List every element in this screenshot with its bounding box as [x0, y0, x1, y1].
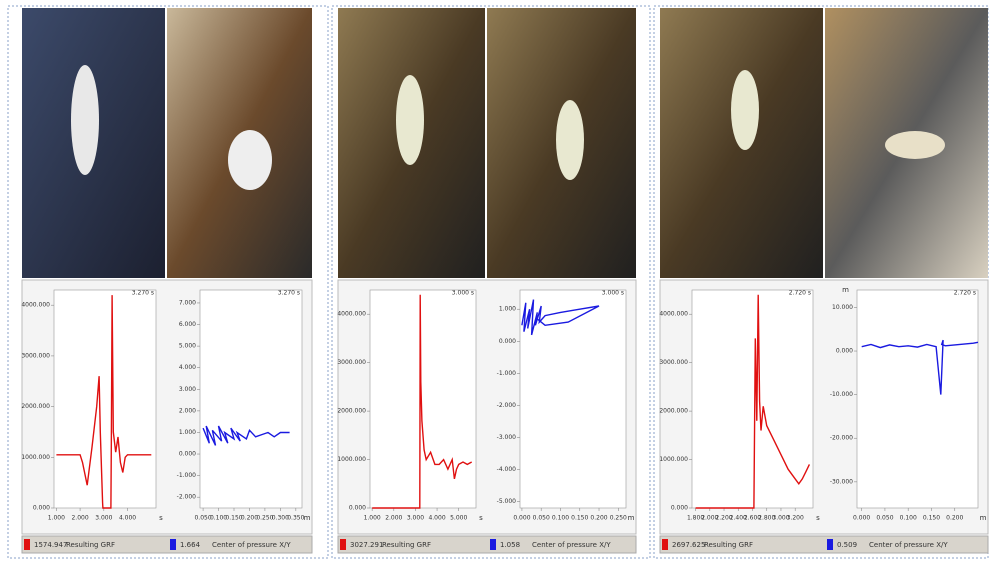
y-tick-label: -30.000 [830, 478, 853, 485]
x-tick-label: 2.000 [385, 515, 402, 522]
plot-area [692, 290, 813, 508]
legend-value: 1.664 [180, 541, 201, 549]
y-tick-label: -2.000 [497, 402, 517, 409]
y-tick-label: 7.000 [179, 299, 196, 306]
legend-value: 2697.625 [672, 541, 705, 549]
time-readout: 3.270 s [278, 290, 300, 297]
x-tick-label: 0.000 [513, 515, 530, 522]
x-tick-label: 0.350 [287, 515, 304, 522]
time-readout: 2.720 s [954, 290, 976, 297]
legend-swatch [490, 539, 496, 550]
x-unit: m [628, 514, 635, 522]
plot-area [857, 290, 978, 508]
y-tick-label: -2.000 [177, 494, 197, 501]
x-tick-label: 4.000 [428, 515, 445, 522]
legend-label: Resulting GRF [66, 541, 115, 549]
x-tick-label: 0.250 [610, 515, 627, 522]
x-unit: m [980, 514, 987, 522]
y-tick-label: 1000.000 [659, 456, 688, 463]
x-unit: s [479, 514, 483, 522]
x-tick-label: 3.000 [407, 515, 424, 522]
legend-label: Center of pressure X/Y [532, 541, 611, 549]
page: {"chart_data": [ {"type": "line", "reado… [0, 0, 992, 561]
y-tick-label: 2000.000 [337, 408, 366, 415]
y-tick-label: -5.000 [497, 498, 517, 505]
x-tick-label: 0.050 [876, 515, 893, 522]
x-tick-label: 0.200 [590, 515, 607, 522]
y-tick-label: 1000.000 [21, 454, 50, 461]
y-tick-label: 4.000 [179, 364, 196, 371]
y-tick-label: 3.000 [179, 386, 196, 393]
time-readout: 3.270 s [132, 290, 154, 297]
plot-area [370, 290, 476, 508]
legend-swatch [662, 539, 668, 550]
y-tick-label: 3000.000 [337, 359, 366, 366]
legend-value: 1.058 [500, 541, 520, 549]
legend-swatch [24, 539, 30, 550]
y-tick-label: -10.000 [830, 391, 853, 398]
y-tick-label: -20.000 [830, 435, 853, 442]
y-tick-label: 4000.000 [659, 311, 688, 318]
y-tick-label: 4000.000 [21, 302, 50, 309]
figure: 0.000 1000.000 2000.000 3000.000 4000.000 1.0… [0, 0, 992, 561]
y-tick-label: 0.000 [499, 338, 516, 345]
y-tick-label: 2000.000 [659, 408, 688, 415]
y-tick-label: 1000.000 [337, 456, 366, 463]
x-tick-label: 3.000 [95, 515, 112, 522]
x-tick-label: 4.000 [119, 515, 136, 522]
y-tick-label: 0.000 [179, 451, 196, 458]
y-tick-label: 0.000 [33, 505, 50, 512]
x-tick-label: 0.200 [946, 515, 963, 522]
plot-area [200, 290, 302, 508]
x-unit: s [159, 514, 163, 522]
time-readout: 3.000 s [452, 290, 474, 297]
legend-label: Center of pressure X/Y [869, 541, 948, 549]
x-tick-label: 5.000 [450, 515, 467, 522]
legend-swatch [340, 539, 346, 550]
legend-label: Resulting GRF [704, 541, 753, 549]
x-unit: s [816, 514, 820, 522]
y-tick-label: 0.000 [349, 505, 366, 512]
x-tick-label: 3.200 [787, 515, 804, 522]
x-tick-label: 1.000 [48, 515, 65, 522]
y-tick-label: -1.000 [177, 472, 197, 479]
y-tick-label: -1.000 [497, 370, 517, 377]
y-tick-label: 3000.000 [21, 352, 50, 359]
legend-label: Center of pressure X/Y [212, 541, 291, 549]
y-tick-label: 4000.000 [337, 311, 366, 318]
legend-value: 1574.947 [34, 541, 67, 549]
time-readout: 2.720 s [789, 290, 811, 297]
y-tick-label: 10.000 [832, 304, 853, 311]
time-readout: 3.000 s [602, 290, 624, 297]
legend-value: 0.509 [837, 541, 857, 549]
y-tick-label: 2000.000 [21, 403, 50, 410]
x-unit: m [304, 514, 311, 522]
x-tick-label: 0.000 [853, 515, 870, 522]
y-tick-label: 1.000 [179, 429, 196, 436]
y-tick-label: 1.000 [499, 306, 516, 313]
x-tick-label: 0.100 [552, 515, 569, 522]
legend-swatch [170, 539, 176, 550]
y-tick-label: 0.000 [836, 348, 853, 355]
x-tick-label: 0.150 [571, 515, 588, 522]
y-tick-label: -3.000 [497, 434, 517, 441]
x-tick-label: 2.000 [71, 515, 88, 522]
x-tick-label: 1.000 [364, 515, 381, 522]
legend-swatch [827, 539, 833, 550]
y-tick-label: 0.000 [671, 505, 688, 512]
plot-area [54, 290, 156, 508]
y-unit: m [842, 286, 849, 294]
y-tick-label: 3000.000 [659, 359, 688, 366]
y-tick-label: 2.000 [179, 407, 196, 414]
x-tick-label: 0.100 [900, 515, 917, 522]
y-tick-label: -4.000 [497, 466, 517, 473]
y-tick-label: 5.000 [179, 343, 196, 350]
x-tick-label: 0.150 [923, 515, 940, 522]
photos [22, 8, 988, 278]
legend-value: 3027.291 [350, 541, 383, 549]
legend-label: Resulting GRF [382, 541, 431, 549]
x-tick-label: 0.050 [533, 515, 550, 522]
y-tick-label: 6.000 [179, 321, 196, 328]
